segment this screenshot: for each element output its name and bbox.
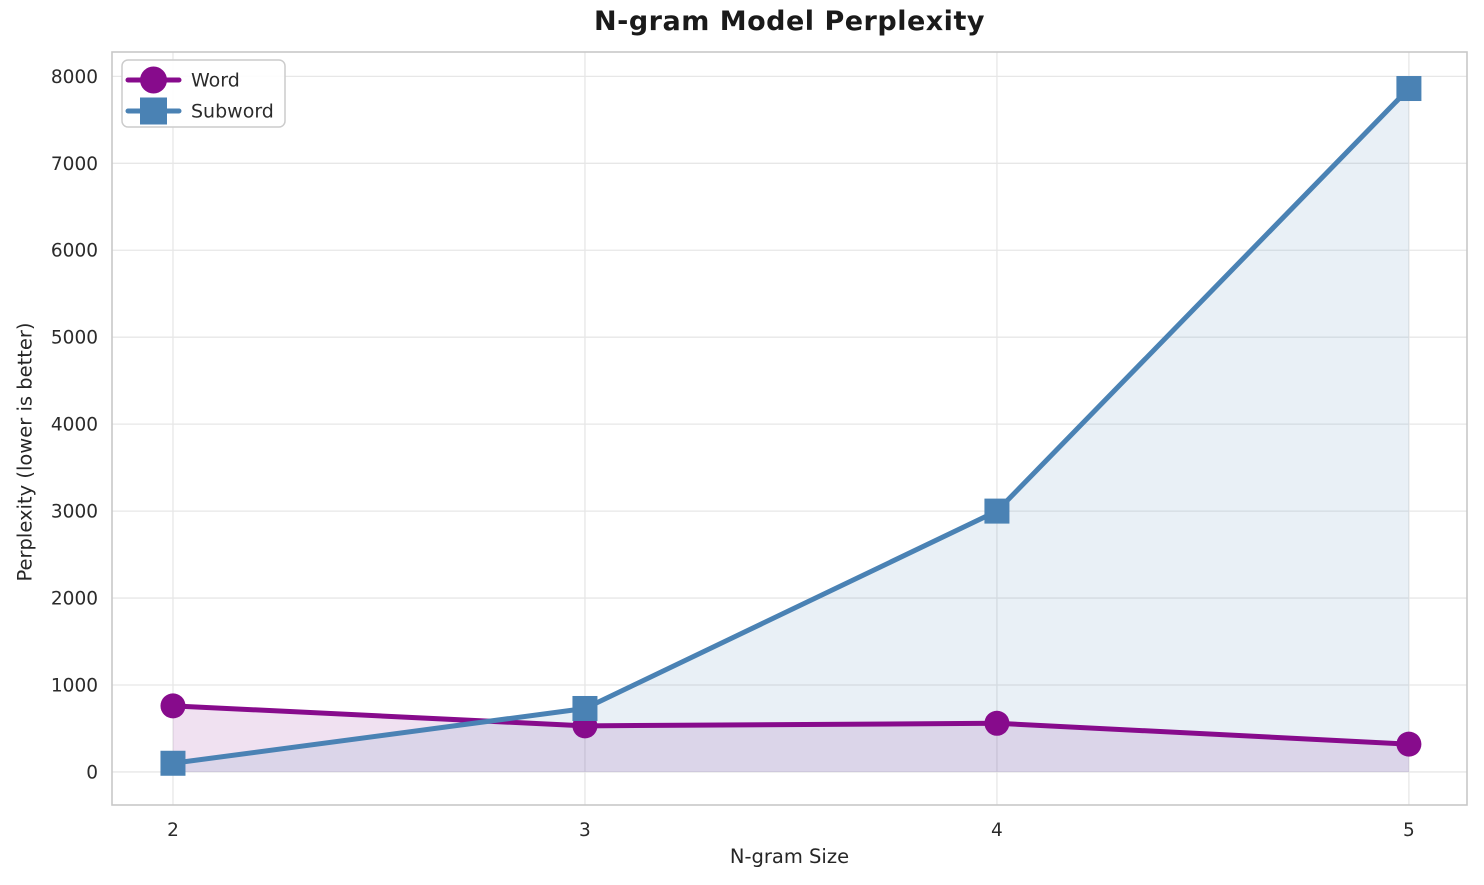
y-tick-label: 5000 — [51, 328, 98, 349]
series-line-subword — [170, 86, 1412, 766]
y-tick-label: 6000 — [51, 241, 98, 262]
data-point-word-5 — [1396, 731, 1422, 757]
x-axis-label: N-gram Size — [729, 845, 850, 868]
chart-title: N-gram Model Perplexity — [594, 6, 985, 37]
data-point-subword-4 — [984, 498, 1010, 524]
data-point-word-2 — [160, 693, 186, 719]
series-line-word — [170, 703, 1412, 747]
data-point-subword-3 — [572, 695, 598, 721]
y-tick-label: 3000 — [51, 502, 98, 523]
legend-label: Word — [191, 70, 240, 92]
data-point-word-4 — [984, 710, 1010, 736]
y-tick-label: 0 — [86, 762, 98, 783]
y-tick-label: 2000 — [51, 589, 98, 610]
x-tick-label: 5 — [1403, 820, 1415, 841]
legend-label: Subword — [191, 101, 274, 123]
series-area-subword — [172, 88, 1409, 772]
axes-frame — [111, 51, 1468, 806]
y-tick-label: 8000 — [51, 67, 98, 88]
data-point-subword-2 — [160, 750, 186, 776]
x-tick-label: 4 — [991, 820, 1003, 841]
legend-marker-word-icon — [140, 66, 167, 94]
y-tick-label: 4000 — [51, 415, 98, 436]
x-tick-label: 3 — [579, 820, 591, 841]
legend-marker-subword-icon — [140, 97, 167, 125]
data-point-subword-5 — [1396, 76, 1422, 102]
y-tick-label: 7000 — [51, 154, 98, 175]
y-tick-label: 1000 — [51, 676, 98, 697]
x-tick-label: 2 — [167, 820, 179, 841]
